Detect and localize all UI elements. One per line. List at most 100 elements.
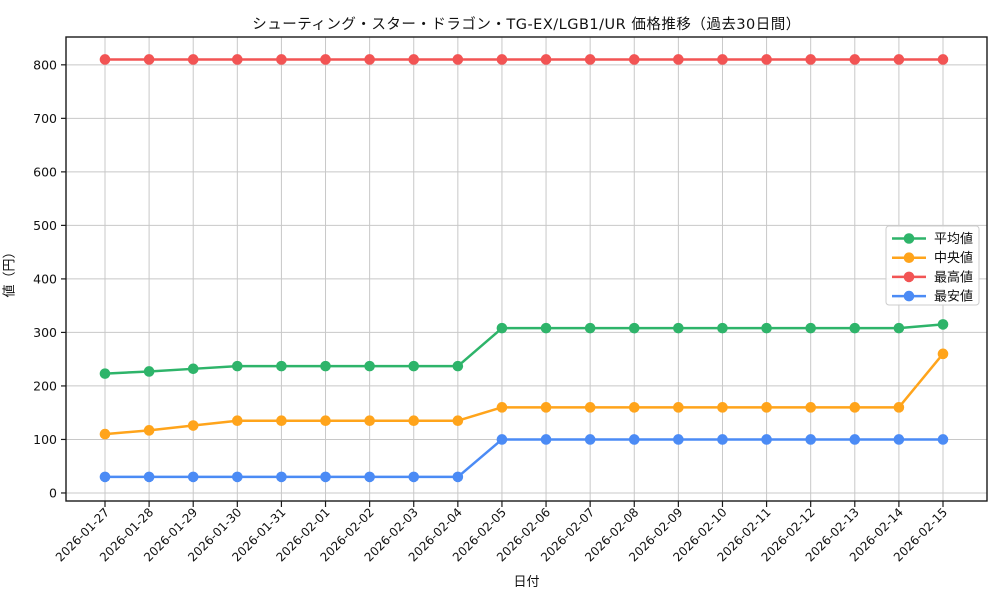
data-point-median <box>893 402 905 413</box>
data-point-highest <box>937 54 949 65</box>
data-point-lowest <box>805 434 816 445</box>
data-point-lowest <box>893 434 905 445</box>
data-point-median <box>673 402 684 413</box>
data-point-average <box>717 322 728 334</box>
series-line-average <box>103 323 945 375</box>
data-point-average <box>761 322 772 334</box>
data-point-lowest <box>232 471 243 483</box>
legend-marker-dot-lowest <box>903 290 915 302</box>
data-point-highest <box>452 54 464 65</box>
data-point-average <box>99 368 111 379</box>
data-point-median <box>187 420 199 431</box>
data-point-average <box>143 366 155 377</box>
legend-label-average: 平均値 <box>934 231 973 247</box>
data-point-highest <box>408 54 420 65</box>
data-point-highest <box>761 54 772 65</box>
data-point-highest <box>232 54 243 65</box>
data-point-lowest <box>717 434 728 445</box>
y-tick-label: 700 <box>33 111 57 126</box>
data-point-highest <box>849 54 861 65</box>
data-point-median <box>143 425 155 436</box>
data-point-highest <box>99 54 111 65</box>
data-point-highest <box>893 54 905 65</box>
series-line-median <box>103 352 945 436</box>
data-point-highest <box>673 54 684 65</box>
plot-area-background <box>66 37 987 501</box>
data-point-lowest <box>320 471 331 483</box>
data-point-lowest <box>452 471 464 483</box>
data-point-highest <box>540 54 552 65</box>
data-point-average <box>276 360 287 372</box>
plot-border <box>65 36 988 502</box>
data-point-median <box>937 348 949 360</box>
data-point-median <box>452 415 464 427</box>
legend-marker-dot-average <box>903 233 915 244</box>
data-point-median <box>496 402 508 413</box>
data-point-average <box>628 322 640 334</box>
data-point-lowest <box>673 434 684 445</box>
data-point-highest <box>320 54 331 65</box>
data-point-highest <box>805 54 816 65</box>
y-tick-label: 800 <box>33 57 57 72</box>
data-point-highest <box>628 54 640 65</box>
data-point-average <box>540 322 552 334</box>
data-point-lowest <box>849 434 861 445</box>
y-axis-label: 値（円） <box>2 245 18 298</box>
legend-label-lowest: 最安値 <box>934 289 973 305</box>
data-point-average <box>452 360 464 372</box>
data-point-average <box>937 319 949 330</box>
legend-marker-dot-highest <box>903 271 915 283</box>
data-point-highest <box>364 54 375 65</box>
data-point-median <box>717 402 728 413</box>
data-point-lowest <box>628 434 640 445</box>
data-point-median <box>849 402 861 413</box>
y-tick-label: 500 <box>33 218 57 233</box>
data-point-highest <box>717 54 728 65</box>
data-point-median <box>99 428 111 440</box>
data-point-highest <box>584 54 596 65</box>
data-point-lowest <box>99 471 111 483</box>
data-point-median <box>805 402 816 413</box>
data-point-average <box>364 360 375 372</box>
data-point-lowest <box>584 434 596 445</box>
data-point-lowest <box>364 471 375 483</box>
data-point-average <box>673 322 684 334</box>
data-point-median <box>628 402 640 413</box>
data-point-lowest <box>496 434 508 445</box>
data-point-average <box>849 322 861 334</box>
data-point-median <box>408 415 420 427</box>
x-axis-label: 日付 <box>513 575 540 590</box>
legend-label-median: 中央値 <box>934 250 973 266</box>
data-point-highest <box>276 54 287 65</box>
y-tick-label: 600 <box>33 164 57 179</box>
data-point-lowest <box>187 471 199 483</box>
legend-label-highest: 最高値 <box>934 269 973 285</box>
data-point-median <box>364 415 375 427</box>
data-point-median <box>320 415 331 427</box>
data-point-average <box>805 322 816 334</box>
y-tick-label: 300 <box>33 325 57 340</box>
data-point-highest <box>187 54 199 65</box>
data-point-median <box>584 402 596 413</box>
data-point-average <box>893 322 905 334</box>
series-line-lowest <box>103 438 945 479</box>
data-point-median <box>761 402 772 413</box>
data-point-lowest <box>761 434 772 445</box>
data-point-lowest <box>143 471 155 483</box>
data-point-lowest <box>937 434 949 445</box>
data-point-lowest <box>540 434 552 445</box>
data-point-lowest <box>276 471 287 483</box>
legend-marker-dot-median <box>903 252 915 263</box>
chart-title: シューティング・スター・ドラゴン・TG-EX/LGB1/UR 価格推移（過去30… <box>252 17 801 33</box>
data-point-lowest <box>408 471 420 483</box>
data-point-highest <box>496 54 508 65</box>
data-point-average <box>232 360 243 372</box>
legend-box <box>885 225 980 306</box>
data-point-median <box>540 402 552 413</box>
y-tick-label: 400 <box>33 271 57 286</box>
data-point-average <box>187 363 199 375</box>
data-point-average <box>584 322 596 334</box>
y-tick-label: 200 <box>33 378 57 393</box>
